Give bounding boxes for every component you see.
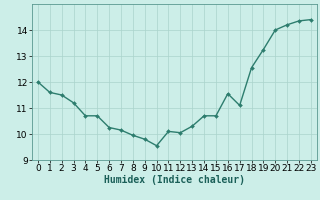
X-axis label: Humidex (Indice chaleur): Humidex (Indice chaleur) bbox=[104, 175, 245, 185]
